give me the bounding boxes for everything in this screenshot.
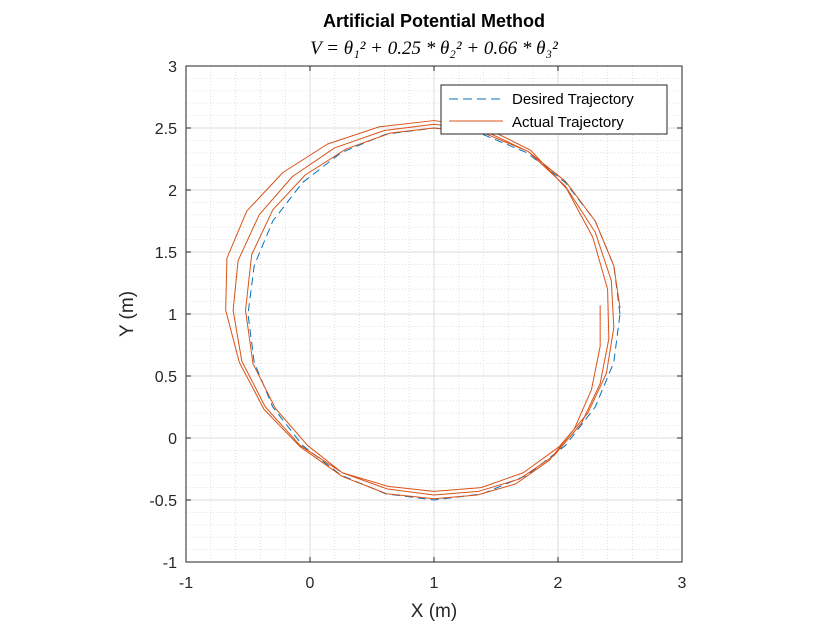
x-tick-label: -1: [179, 575, 193, 592]
x-tick-labels: -1 0 1 2 3: [179, 575, 687, 592]
y-tick-label: -0.5: [149, 493, 177, 510]
y-tick-label: 2: [168, 183, 177, 200]
x-axis-label: X (m): [411, 601, 457, 622]
y-tick-label: 1: [168, 307, 177, 324]
legend-label-actual: Actual Trajectory: [512, 114, 624, 131]
y-tick-label: 0: [168, 431, 177, 448]
actual-trajectory-line: [225, 120, 621, 500]
x-tick-label: 3: [678, 575, 687, 592]
legend-box: [440, 84, 668, 135]
y-tick-label: 2.5: [155, 121, 177, 138]
series-layer: [225, 120, 621, 501]
y-tick-label: -1: [163, 555, 177, 572]
y-tick-label: 1.5: [155, 245, 177, 262]
legend-label-desired: Desired Trajectory: [512, 91, 634, 108]
x-tick-label: 1: [430, 575, 439, 592]
y-tick-labels: -1 -0.5 0 0.5 1 1.5 2 2.5 3: [149, 59, 177, 572]
y-tick-label: 3: [168, 59, 177, 76]
x-tick-label: 2: [554, 575, 563, 592]
chart-title: Artificial Potential Method: [323, 11, 545, 31]
chart-subtitle: V = θ₁² + 0.25 * θ₂² + 0.66 * θ₃²: [310, 38, 558, 59]
y-tick-label: 0.5: [155, 369, 177, 386]
tick-marks: [185, 65, 683, 563]
x-tick-label: 0: [306, 575, 315, 592]
legend: Desired Trajectory Actual Trajectory: [440, 84, 668, 135]
y-axis-label: Y (m): [117, 291, 138, 337]
